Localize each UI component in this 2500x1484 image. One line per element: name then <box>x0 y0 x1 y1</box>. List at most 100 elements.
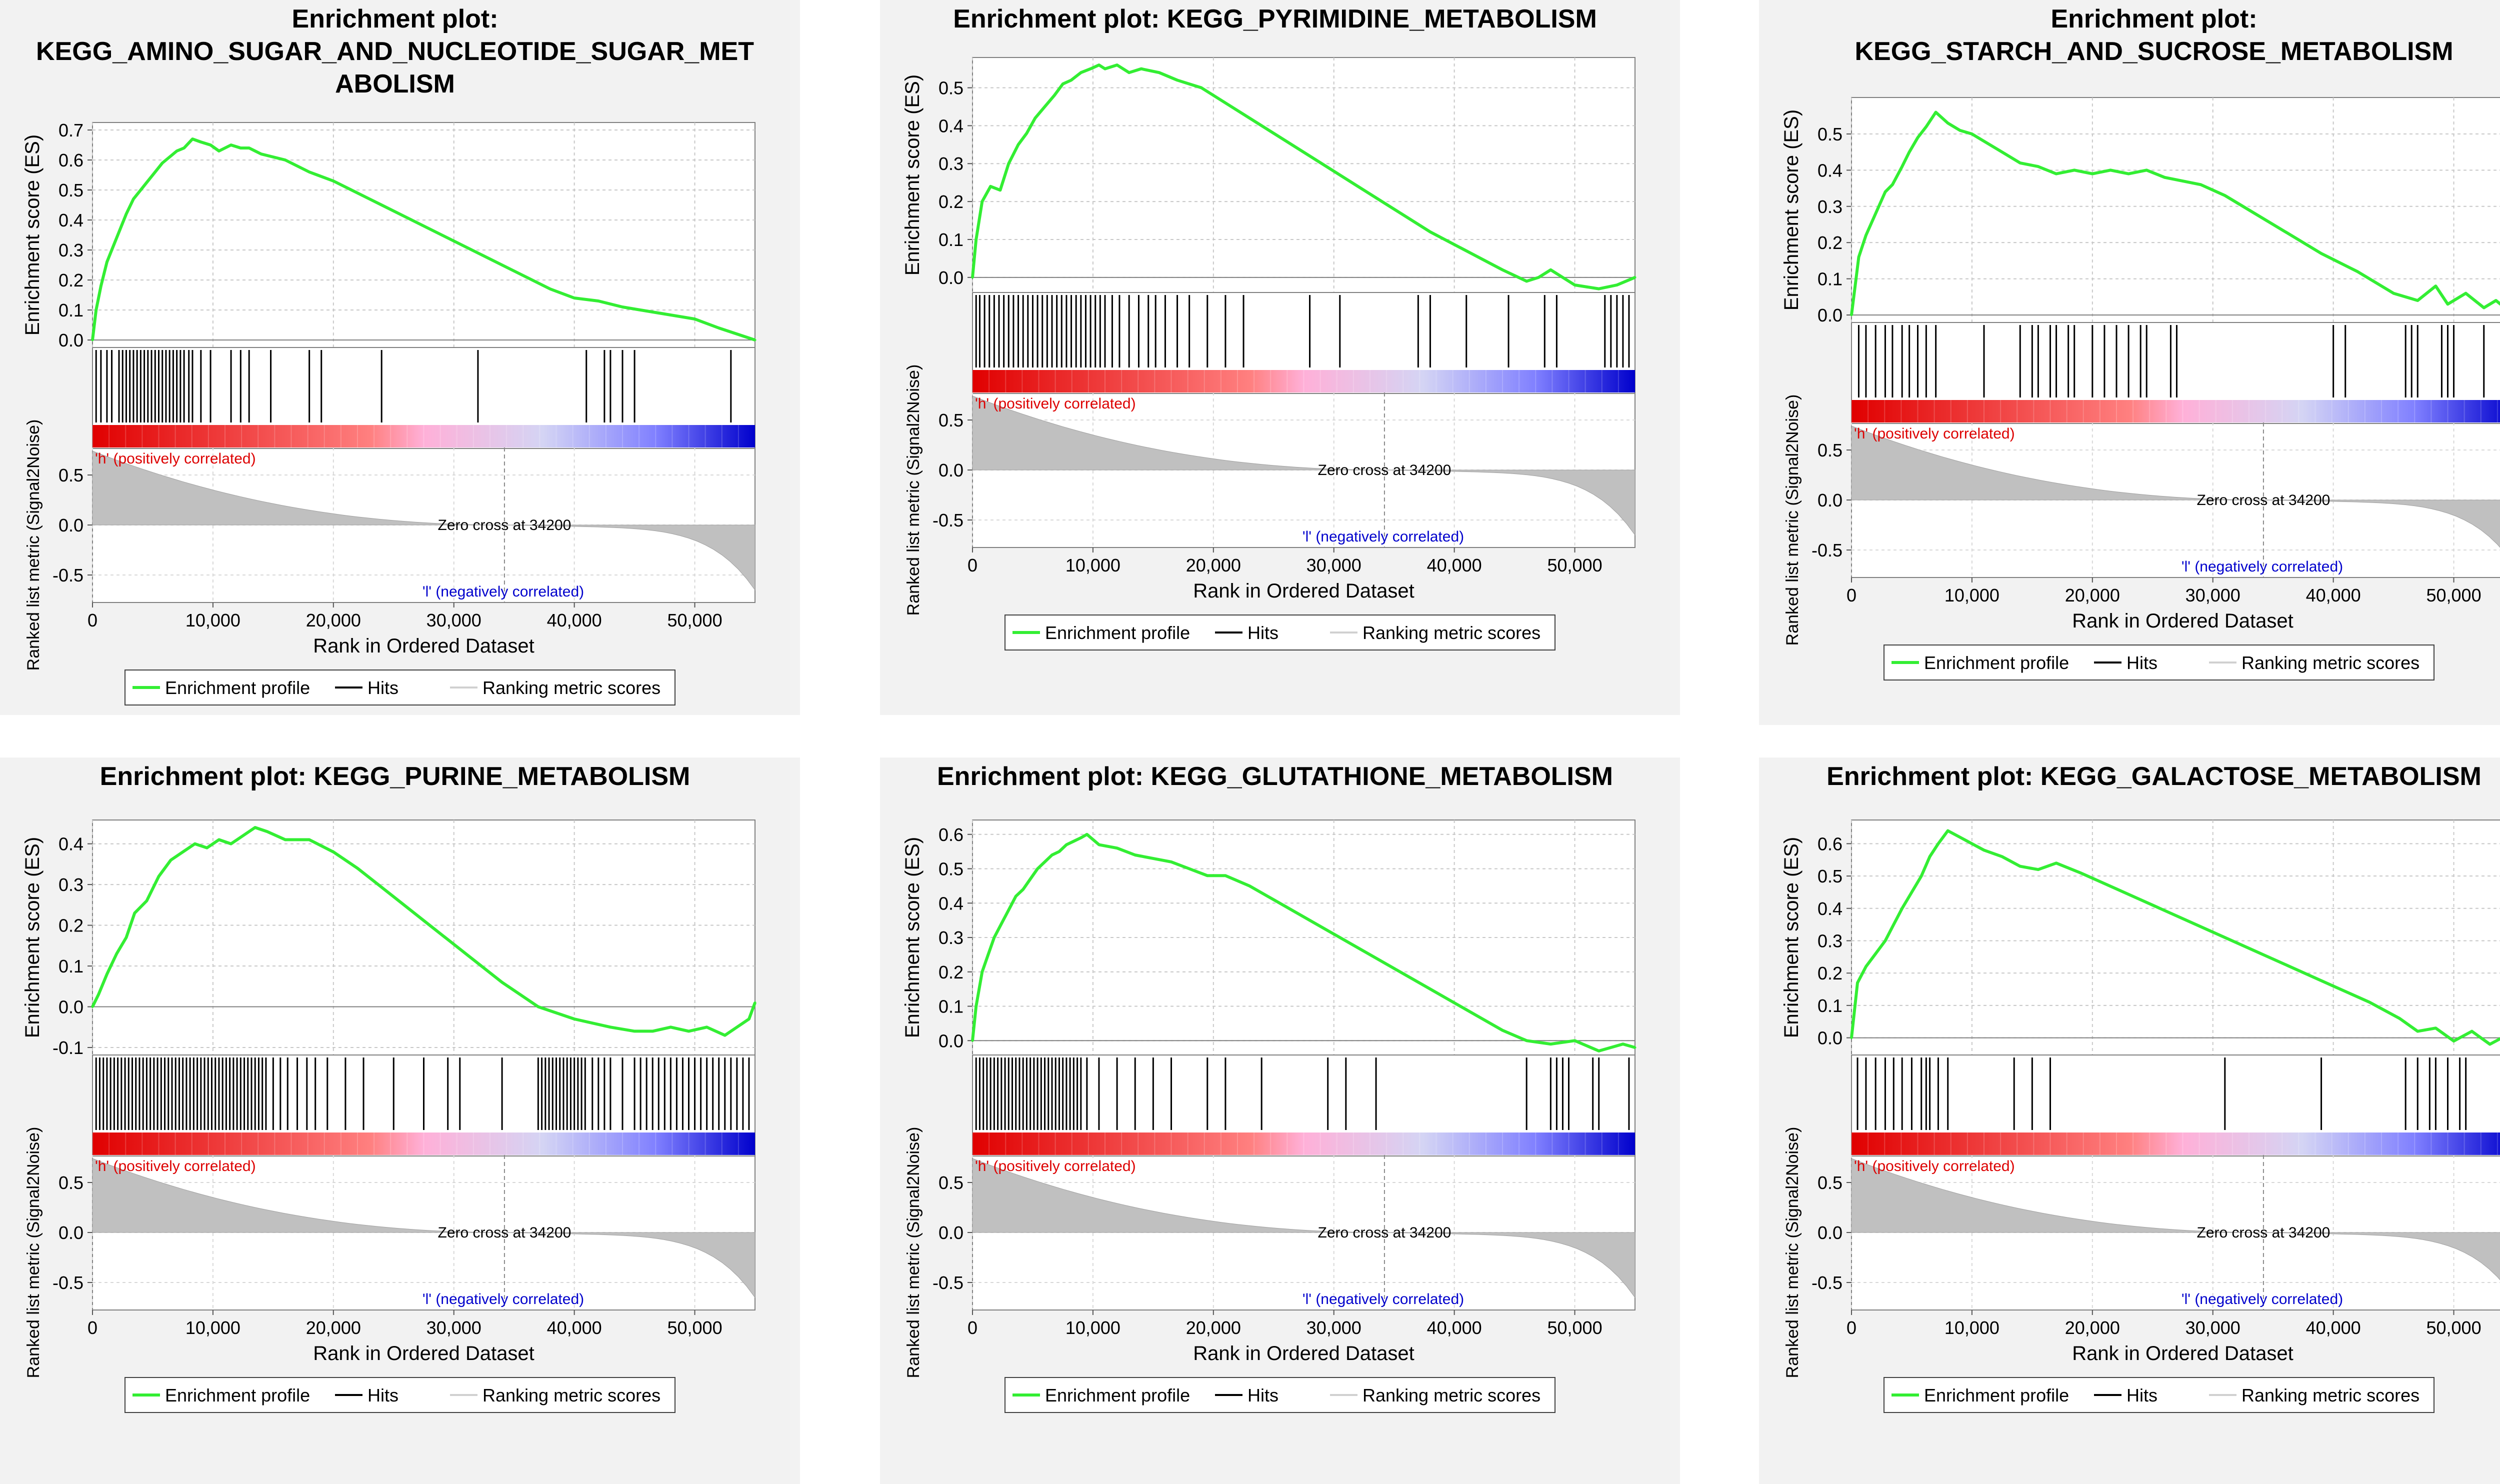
chart-title-line: ABOLISM <box>335 70 455 98</box>
enrichment-profile-point <box>986 953 990 956</box>
enrichment-profile-point <box>2224 194 2226 197</box>
chart-title-line: Enrichment plot: <box>292 4 498 34</box>
enrichment-profile-point <box>1884 190 1886 194</box>
enrichment-profile-point <box>651 1030 654 1032</box>
legend-box <box>1884 1377 2434 1413</box>
chart-title: Enrichment plot: KEGG_GLUTATHIONE_METABO… <box>937 762 1613 791</box>
enrichment-profile-point <box>694 318 696 320</box>
enrichment-profile-point <box>1058 850 1060 853</box>
enrichment-profile-point <box>1392 967 1396 970</box>
zero-cross-label: Zero cross at 34200 <box>438 517 572 534</box>
enrichment-profile-point <box>1616 284 1618 286</box>
enrichment-profile-point <box>2398 1017 2401 1020</box>
enrichment-profile-point <box>1920 874 1923 878</box>
enrichment-profile-point <box>2018 865 2022 868</box>
enrichment-profile-point <box>1170 860 1172 864</box>
x-tick-label: 30,000 <box>1306 555 1362 576</box>
x-axis: 0 10,000 20,000 30,000 40,000 50,000 <box>968 548 1602 576</box>
enrichment-profile-point <box>200 140 202 144</box>
enrichment-profile-point <box>1982 140 1986 142</box>
hits-track <box>975 295 1630 368</box>
x-tick-label: 0 <box>968 1318 978 1338</box>
enrichment-profile-point <box>1176 78 1178 82</box>
enrichment-profile-point <box>1970 132 1974 136</box>
enrichment-profile-point <box>1284 140 1287 142</box>
enrichment-profile-point <box>308 838 311 841</box>
enrichment-profile-point <box>1044 105 1046 108</box>
metric-tick-label: 0.5 <box>58 1172 84 1193</box>
enrichment-profile-point <box>2332 984 2335 988</box>
es-tick-label: 0.1 <box>58 300 84 320</box>
negative-correlated-label: 'l' (negatively correlated) <box>2182 558 2343 575</box>
legend-box <box>124 670 676 706</box>
enrichment-profile-point <box>2464 292 2468 295</box>
metric-tick-label: -0.5 <box>52 565 84 586</box>
es-tick-label: -0.1 <box>52 1038 84 1058</box>
enrichment-profile-point <box>980 200 984 203</box>
es-tick-label: 0.2 <box>1818 232 1842 253</box>
metric-tick-label: 0.5 <box>1818 1172 1842 1193</box>
metric-tick-label: 0.0 <box>1818 490 1842 510</box>
x-axis: 0 10,000 20,000 30,000 40,000 50,000 <box>968 1310 1602 1338</box>
enrichment-profile-point <box>736 1026 738 1028</box>
enrichment-profile-point <box>1284 905 1287 908</box>
enrichment-profile-point <box>1134 854 1136 856</box>
enrichment-profile-point <box>1958 129 1962 132</box>
enrichment-profile-point <box>1634 276 1636 279</box>
enrichment-profile-point <box>191 138 194 140</box>
enrichment-profile-point <box>1634 1046 1636 1049</box>
legend-ranking-label: Ranking metric scores <box>1362 622 1540 643</box>
enrichment-profile-point <box>2018 162 2022 164</box>
ranked-metric-area <box>1851 1158 2500 1280</box>
enrichment-profile-point <box>1891 183 1894 186</box>
enrichment-profile-point <box>609 1026 612 1028</box>
metric-tick-label: -0.5 <box>932 1272 964 1293</box>
enrichment-profile-point <box>2079 872 2082 874</box>
enrichment-profile-point <box>1320 162 1324 165</box>
enrichment-profile-point <box>718 326 720 330</box>
es-axis-label: Enrichment score (ES) <box>902 74 924 276</box>
rank-color-bar <box>972 370 1635 392</box>
es-tick-label: 0.0 <box>938 1030 964 1051</box>
x-axis: 0 10,000 20,000 30,000 40,000 50,000 <box>88 1310 722 1338</box>
enrichment-profile-point <box>2182 180 2184 182</box>
enrichment-profile-point <box>971 1039 974 1042</box>
positive-correlated-label: 'h' (positively correlated) <box>975 396 1136 412</box>
ranked-metric-area <box>92 1158 756 1298</box>
legend-hits-label: Hits <box>2126 652 2158 673</box>
legend-box <box>1884 644 2434 680</box>
enrichment-profile-point <box>146 180 150 182</box>
enrichment-profile-point <box>2248 208 2250 212</box>
x-tick-label: 30,000 <box>2186 1318 2240 1338</box>
legend-hits-label: Hits <box>2126 1385 2158 1406</box>
enrichment-profile-point <box>1065 843 1068 846</box>
enrichment-profile-point <box>2482 306 2486 309</box>
enrichment-profile-point <box>500 981 504 984</box>
enrichment-profile-point <box>209 144 212 146</box>
rank-color-bar <box>1852 400 2500 422</box>
enrichment-profile-point <box>1970 842 1974 845</box>
es-tick-label: 0.2 <box>58 916 84 936</box>
x-tick-label: 40,000 <box>1427 555 1482 576</box>
enrichment-profile-point <box>239 146 242 150</box>
enrichment-profile-point <box>1104 68 1106 70</box>
x-tick-label: 30,000 <box>426 610 482 630</box>
enrichment-profile-point <box>1574 1039 1576 1042</box>
es-axis-label: Enrichment score (ES) <box>1780 837 1802 1038</box>
enrichment-profile-point <box>1465 1008 1468 1011</box>
es-axis-label: Enrichment score (ES) <box>22 134 44 336</box>
legend: Enrichment profile Hits Ranking metric sco… <box>1884 1377 2434 1413</box>
x-axis-label: Rank in Ordered Dataset <box>1193 1342 1414 1364</box>
metric-tick-label: 0.0 <box>938 1222 964 1243</box>
enrichment-profile-point <box>392 896 395 898</box>
enrichment-profile-point <box>168 156 171 158</box>
enrichment-profile-point <box>110 248 113 252</box>
enrichment-profile-point <box>1429 230 1432 234</box>
enrichment-profile-point <box>1089 68 1092 70</box>
rank-color-bar <box>1852 1132 2500 1155</box>
es-axis: 0.0 0.1 0.2 0.3 0.4 0.5 <box>938 58 1635 292</box>
es-axis: 0.0 0.1 0.2 0.3 0.4 0.5 0.6 0.7 <box>58 120 755 350</box>
enrichment-profile-point <box>2452 1040 2455 1042</box>
enrichment-profile-point <box>1152 857 1154 860</box>
enrichment-profile-point <box>1937 842 1940 845</box>
